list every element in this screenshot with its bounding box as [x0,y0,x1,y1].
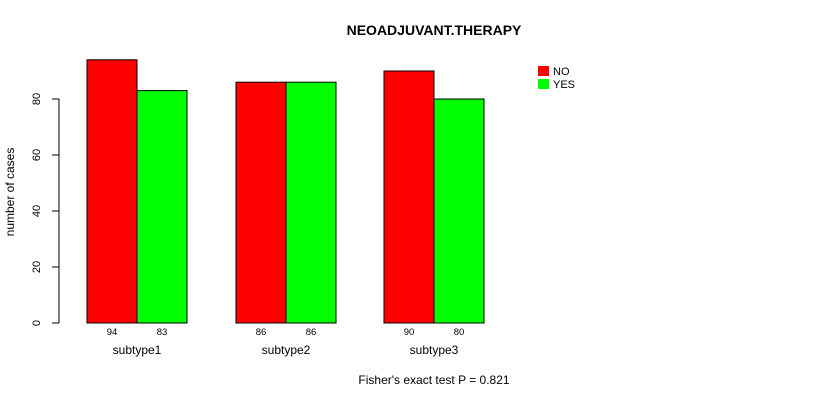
bar-value-label: 86 [256,327,267,338]
category-label: subtype1 [113,343,162,357]
y-tick-label: 80 [31,93,43,105]
category-labels: subtype1 subtype2 subtype3 [113,343,459,357]
bar-subtype1-yes [136,90,188,324]
y-axis: 0 20 40 60 80 [31,93,60,326]
category-label: subtype2 [262,343,311,357]
legend-swatch-no [538,66,549,76]
y-axis-label: number of cases [3,148,17,237]
chart-title: NEOADJUVANT.THERAPY [347,22,522,38]
bar-value-label: 80 [454,327,465,338]
bar-value-label: 86 [306,327,317,338]
y-tick-label: 40 [31,205,43,217]
fisher-test-footnote: Fisher's exact test P = 0.821 [358,373,509,387]
legend-label-yes: YES [553,79,575,91]
bar-subtype1-no [86,59,138,324]
bar-subtype2-yes [285,81,337,324]
legend-swatch-yes [538,79,549,89]
bar-group [86,59,485,324]
bar-value-label: 94 [107,327,118,338]
bar-subtype2-no [235,81,287,324]
bar-subtype3-no [383,70,435,324]
bar-value-label: 83 [157,327,168,338]
bar-subtype3-yes [433,98,485,324]
bar-value-label: 90 [404,327,415,338]
category-label: subtype3 [410,343,459,357]
y-tick-label: 20 [31,261,43,273]
legend-label-no: NO [553,66,570,78]
y-tick-label: 60 [31,149,43,161]
data-labels: 94 83 86 86 90 80 [107,327,465,338]
y-tick-label: 0 [31,320,43,326]
